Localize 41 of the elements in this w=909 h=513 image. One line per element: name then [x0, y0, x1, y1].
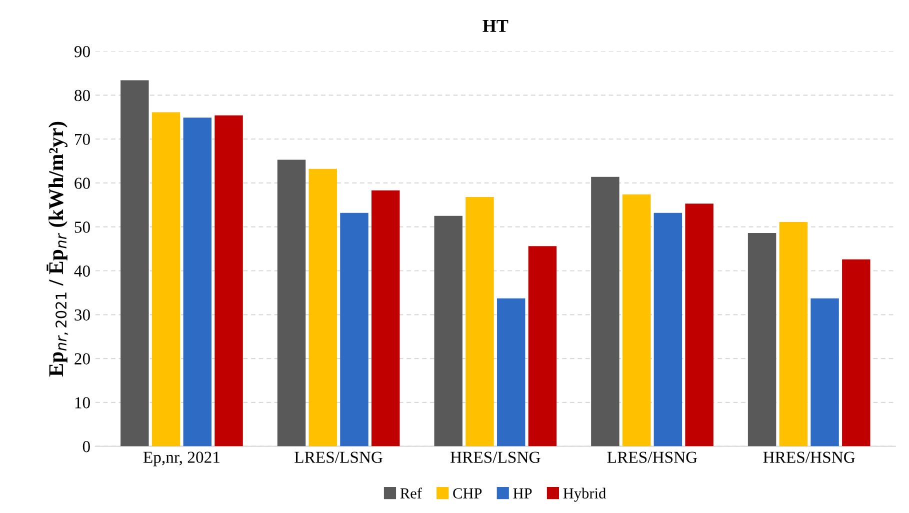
y-tick-label: 10: [75, 397, 90, 408]
y-tick-label: 70: [75, 134, 90, 146]
bar: [277, 160, 306, 446]
y-tick-label: 80: [74, 90, 90, 102]
bar: [748, 233, 776, 446]
bar: [214, 115, 243, 446]
x-tick-label: LRES/LSNG: [294, 452, 382, 463]
bar: [810, 298, 839, 446]
bar: [308, 168, 337, 446]
chart-title: HT: [482, 20, 508, 32]
x-tick-label: Ep,nr, 2021: [143, 452, 220, 466]
bar: [183, 118, 212, 446]
legend-label: Ref: [400, 488, 422, 499]
y-tick-label: 0: [82, 441, 90, 452]
y-axis-title: Ep$_{nr,2021}$ / Ēp$_{nr}$ (kWh/m²yr): [46, 122, 68, 376]
bar: [120, 80, 149, 446]
bar: [340, 212, 368, 446]
bar: [654, 212, 682, 446]
x-tick-label: HRES/HSNG: [763, 452, 855, 463]
bar: [434, 216, 462, 446]
y-tick-label: 60: [74, 178, 90, 189]
y-tick-label: 90: [74, 46, 90, 58]
y-tick-label: 30: [74, 309, 90, 321]
bar: [779, 222, 808, 446]
legend-label: HP: [513, 488, 532, 498]
legend-label: CHP: [453, 488, 482, 499]
y-tick-label: 40: [74, 265, 90, 277]
x-tick-label: LRES/HSNG: [607, 452, 698, 463]
y-tick-label: 50: [74, 222, 90, 233]
bar: [466, 197, 494, 446]
bar: [842, 259, 870, 446]
legend-label: Hybrid: [563, 488, 606, 502]
bar: [528, 246, 557, 446]
bar: [622, 194, 651, 446]
bar: [685, 204, 714, 446]
bar: [152, 112, 180, 446]
x-tick-label: HRES/LSNG: [450, 452, 540, 463]
bar: [371, 190, 400, 446]
bar: [591, 176, 620, 446]
bar: [496, 298, 526, 446]
y-tick-label: 20: [74, 353, 90, 364]
